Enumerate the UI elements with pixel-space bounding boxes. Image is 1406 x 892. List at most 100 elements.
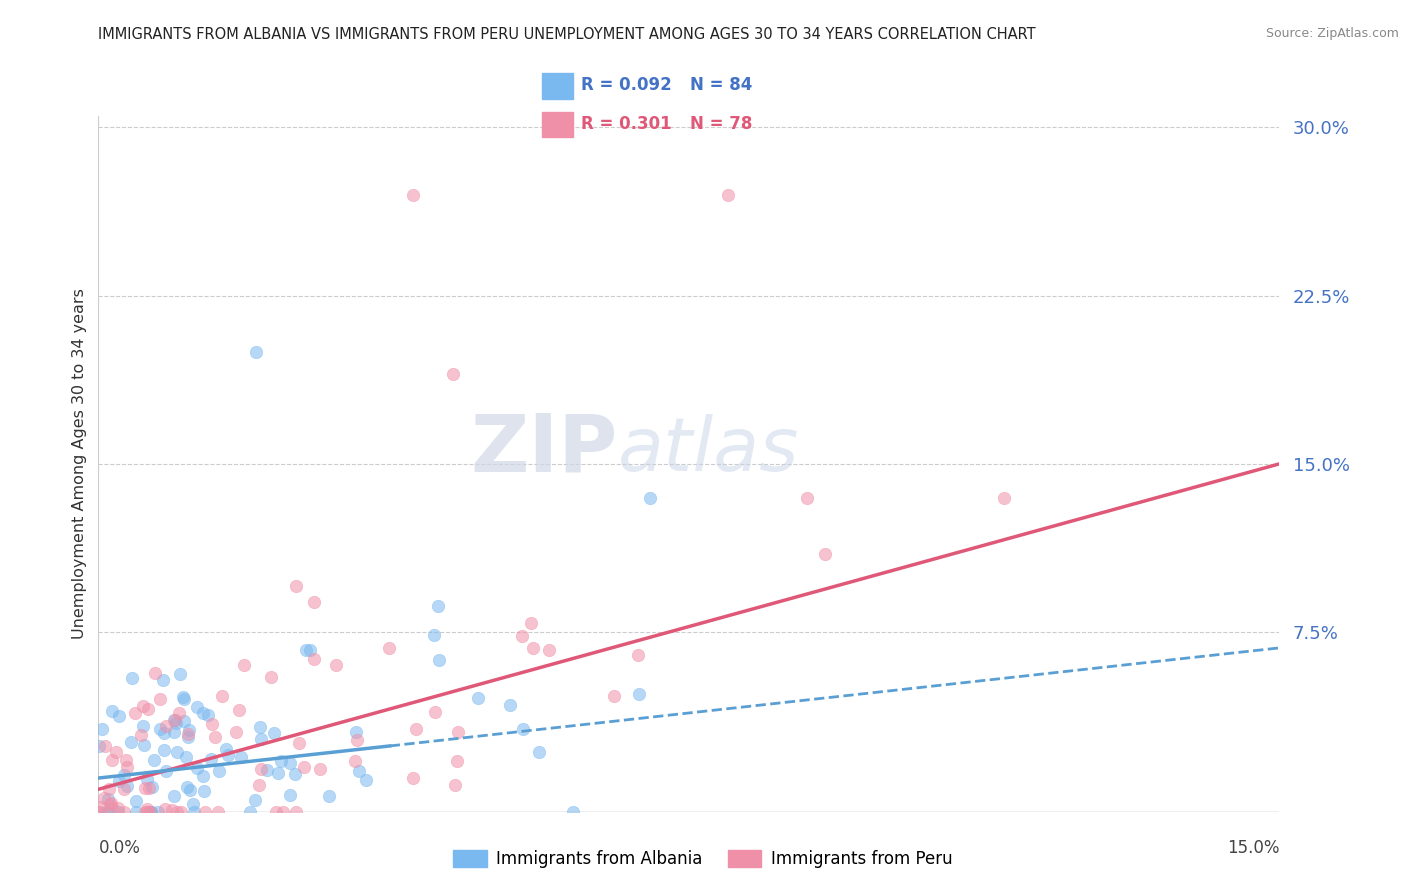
Point [603, 689, 626, 703]
Point [129, 728, 152, 742]
Point [153, 801, 176, 815]
Point [153, 743, 176, 757]
Point [284, 805, 307, 819]
Point [183, 805, 205, 819]
Point [120, 734, 142, 748]
Point [344, 725, 367, 739]
Point [107, 805, 129, 819]
Point [172, 690, 194, 705]
Point [243, 793, 266, 807]
Text: IMMIGRANTS FROM ALBANIA VS IMMIGRANTS FROM PERU UNEMPLOYMENT AMONG AGES 30 TO 34: IMMIGRANTS FROM ALBANIA VS IMMIGRANTS FR… [98, 27, 1036, 42]
Point [627, 648, 650, 662]
Legend: Immigrants from Albania, Immigrants from Peru: Immigrants from Albania, Immigrants from… [447, 843, 959, 875]
Point [193, 784, 215, 798]
Point [425, 705, 447, 719]
Text: N = 84: N = 84 [690, 77, 752, 95]
Point [405, 722, 427, 736]
Point [89, 800, 111, 814]
Point [993, 491, 1015, 505]
Point [155, 719, 177, 733]
Point [529, 745, 551, 759]
Point [520, 615, 543, 630]
Point [166, 745, 188, 759]
Point [136, 802, 159, 816]
Text: 15.0%: 15.0% [1227, 838, 1279, 856]
Point [149, 692, 172, 706]
Point [166, 805, 188, 819]
Point [250, 762, 273, 776]
Point [229, 749, 252, 764]
Point [169, 667, 191, 681]
Point [181, 797, 204, 811]
Point [143, 754, 166, 768]
Point [354, 773, 377, 788]
Point [247, 778, 270, 792]
Point [284, 766, 307, 780]
Point [165, 716, 187, 731]
Point [538, 643, 561, 657]
Text: ZIP: ZIP [471, 411, 619, 489]
Point [97, 792, 120, 806]
Point [628, 687, 651, 701]
Point [284, 579, 307, 593]
Point [112, 781, 135, 796]
Point [91, 722, 114, 736]
Point [239, 805, 262, 819]
Point [138, 805, 160, 819]
Point [427, 653, 450, 667]
Point [467, 691, 489, 706]
Point [134, 805, 156, 819]
Point [134, 781, 156, 796]
Point [814, 547, 837, 561]
Point [174, 750, 197, 764]
Point [270, 754, 292, 768]
Point [447, 725, 470, 739]
Point [179, 782, 201, 797]
Point [233, 658, 256, 673]
Text: Source: ZipAtlas.com: Source: ZipAtlas.com [1265, 27, 1399, 40]
Point [173, 692, 195, 706]
Point [155, 764, 177, 778]
Point [100, 796, 122, 810]
Point [135, 772, 157, 786]
Point [225, 725, 247, 739]
Point [256, 764, 278, 778]
Text: R = 0.301: R = 0.301 [581, 115, 672, 133]
Point [105, 745, 128, 759]
Point [125, 805, 148, 819]
Point [153, 726, 176, 740]
Point [132, 719, 155, 733]
Point [638, 491, 661, 505]
Point [325, 657, 347, 672]
Point [163, 789, 186, 803]
Point [446, 754, 468, 768]
Point [512, 722, 534, 736]
Point [346, 733, 368, 747]
Point [177, 723, 200, 737]
Point [292, 759, 315, 773]
Point [132, 698, 155, 713]
Point [522, 640, 544, 655]
Point [441, 367, 464, 381]
Point [510, 629, 533, 643]
Point [263, 726, 285, 740]
Point [207, 805, 229, 819]
Point [295, 642, 318, 657]
Point [177, 727, 200, 741]
Point [114, 753, 136, 767]
Point [267, 766, 290, 780]
Y-axis label: Unemployment Among Ages 30 to 34 years: Unemployment Among Ages 30 to 34 years [72, 288, 87, 640]
Point [107, 709, 129, 723]
Point [87, 805, 110, 819]
Point [100, 801, 122, 815]
Point [245, 344, 267, 359]
Point [176, 780, 198, 794]
Point [139, 805, 162, 819]
Point [115, 779, 138, 793]
Point [138, 780, 160, 795]
Point [98, 805, 121, 819]
Point [165, 714, 187, 728]
Point [112, 805, 135, 819]
Point [149, 722, 172, 736]
Point [101, 704, 124, 718]
